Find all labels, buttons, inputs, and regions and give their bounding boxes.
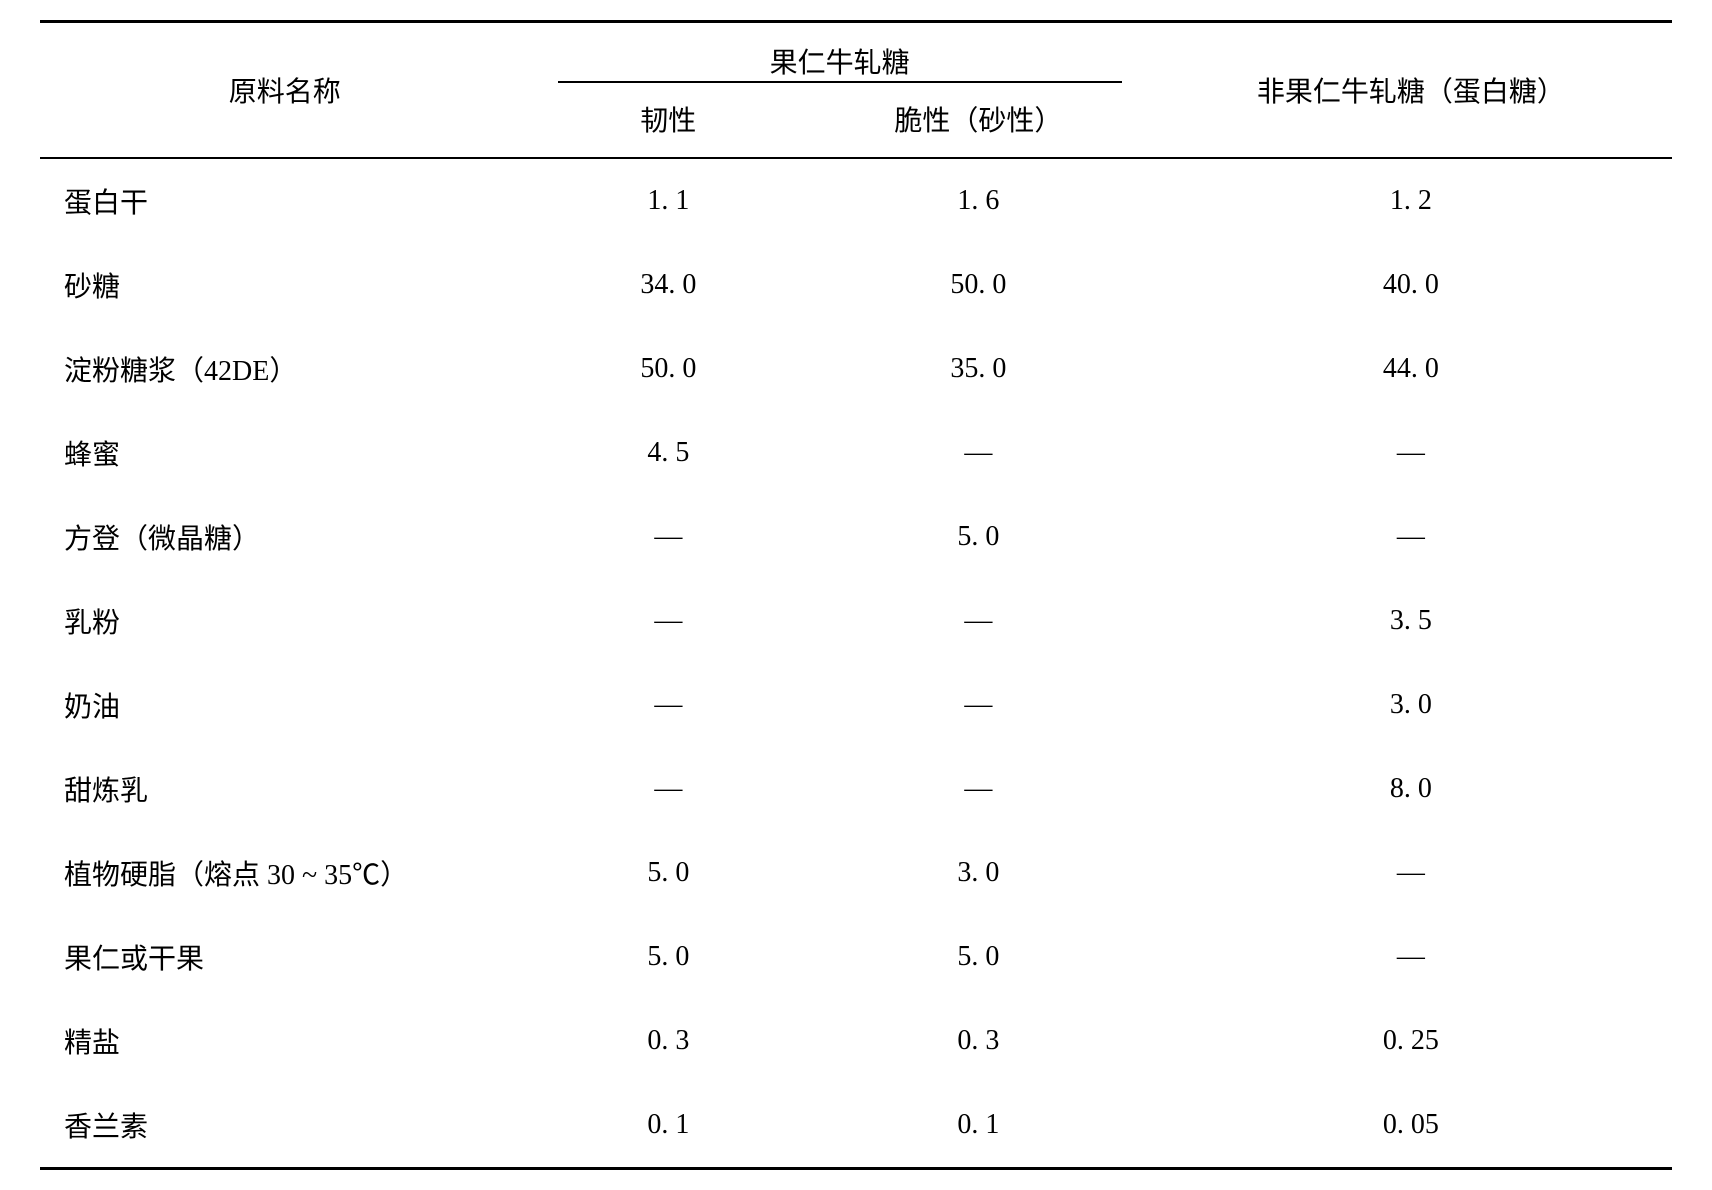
cell-crispy: —: [807, 411, 1150, 495]
cell-crispy: 0. 3: [807, 999, 1150, 1083]
header-nut-nougat-group: 果仁牛轧糖: [530, 22, 1150, 92]
row-label: 奶油: [40, 663, 530, 747]
cell-chewy: 4. 5: [530, 411, 807, 495]
row-label: 淀粉糖浆（42DE）: [40, 327, 530, 411]
table-row: 香兰素0. 10. 10. 05: [40, 1083, 1672, 1169]
cell-non-nut: 40. 0: [1150, 243, 1672, 327]
row-label: 蜂蜜: [40, 411, 530, 495]
cell-chewy: —: [530, 579, 807, 663]
row-label: 砂糖: [40, 243, 530, 327]
cell-crispy: —: [807, 747, 1150, 831]
table-row: 淀粉糖浆（42DE）50. 035. 044. 0: [40, 327, 1672, 411]
cell-chewy: 1. 1: [530, 158, 807, 243]
header-crispy: 脆性（砂性）: [807, 91, 1150, 158]
cell-crispy: 1. 6: [807, 158, 1150, 243]
cell-crispy: 35. 0: [807, 327, 1150, 411]
table-row: 奶油——3. 0: [40, 663, 1672, 747]
cell-non-nut: 3. 5: [1150, 579, 1672, 663]
cell-crispy: —: [807, 663, 1150, 747]
ingredients-table: 原料名称 果仁牛轧糖 非果仁牛轧糖（蛋白糖） 韧性 脆性（砂性） 蛋白干1. 1…: [40, 20, 1672, 1170]
row-label: 甜炼乳: [40, 747, 530, 831]
cell-non-nut: —: [1150, 831, 1672, 915]
cell-chewy: 0. 1: [530, 1083, 807, 1169]
cell-non-nut: 0. 25: [1150, 999, 1672, 1083]
cell-crispy: —: [807, 579, 1150, 663]
cell-non-nut: 44. 0: [1150, 327, 1672, 411]
cell-chewy: 34. 0: [530, 243, 807, 327]
cell-chewy: 0. 3: [530, 999, 807, 1083]
table-row: 方登（微晶糖）—5. 0—: [40, 495, 1672, 579]
header-ingredient-name: 原料名称: [40, 22, 530, 159]
header-chewy: 韧性: [530, 91, 807, 158]
row-label: 蛋白干: [40, 158, 530, 243]
row-label: 精盐: [40, 999, 530, 1083]
cell-non-nut: —: [1150, 495, 1672, 579]
header-non-nut-nougat: 非果仁牛轧糖（蛋白糖）: [1150, 22, 1672, 159]
row-label: 植物硬脂（熔点 30 ~ 35℃）: [40, 831, 530, 915]
cell-crispy: 0. 1: [807, 1083, 1150, 1169]
table-row: 植物硬脂（熔点 30 ~ 35℃）5. 03. 0—: [40, 831, 1672, 915]
table-row: 蜂蜜4. 5——: [40, 411, 1672, 495]
table-row: 砂糖34. 050. 040. 0: [40, 243, 1672, 327]
row-label: 乳粉: [40, 579, 530, 663]
table-row: 蛋白干1. 11. 61. 2: [40, 158, 1672, 243]
cell-non-nut: 1. 2: [1150, 158, 1672, 243]
table-row: 乳粉——3. 5: [40, 579, 1672, 663]
cell-non-nut: 0. 05: [1150, 1083, 1672, 1169]
table-body: 蛋白干1. 11. 61. 2砂糖34. 050. 040. 0淀粉糖浆（42D…: [40, 158, 1672, 1169]
cell-non-nut: 3. 0: [1150, 663, 1672, 747]
cell-non-nut: —: [1150, 411, 1672, 495]
cell-crispy: 3. 0: [807, 831, 1150, 915]
cell-chewy: —: [530, 663, 807, 747]
cell-non-nut: —: [1150, 915, 1672, 999]
cell-crispy: 5. 0: [807, 495, 1150, 579]
cell-crispy: 5. 0: [807, 915, 1150, 999]
cell-chewy: —: [530, 495, 807, 579]
header-group-divider: [558, 81, 1122, 83]
row-label: 果仁或干果: [40, 915, 530, 999]
table-row: 果仁或干果5. 05. 0—: [40, 915, 1672, 999]
cell-chewy: 50. 0: [530, 327, 807, 411]
table-row: 甜炼乳——8. 0: [40, 747, 1672, 831]
cell-non-nut: 8. 0: [1150, 747, 1672, 831]
row-label: 方登（微晶糖）: [40, 495, 530, 579]
cell-chewy: 5. 0: [530, 915, 807, 999]
cell-chewy: —: [530, 747, 807, 831]
header-nut-nougat-label: 果仁牛轧糖: [538, 41, 1142, 81]
cell-crispy: 50. 0: [807, 243, 1150, 327]
table-row: 精盐0. 30. 30. 25: [40, 999, 1672, 1083]
cell-chewy: 5. 0: [530, 831, 807, 915]
row-label: 香兰素: [40, 1083, 530, 1169]
